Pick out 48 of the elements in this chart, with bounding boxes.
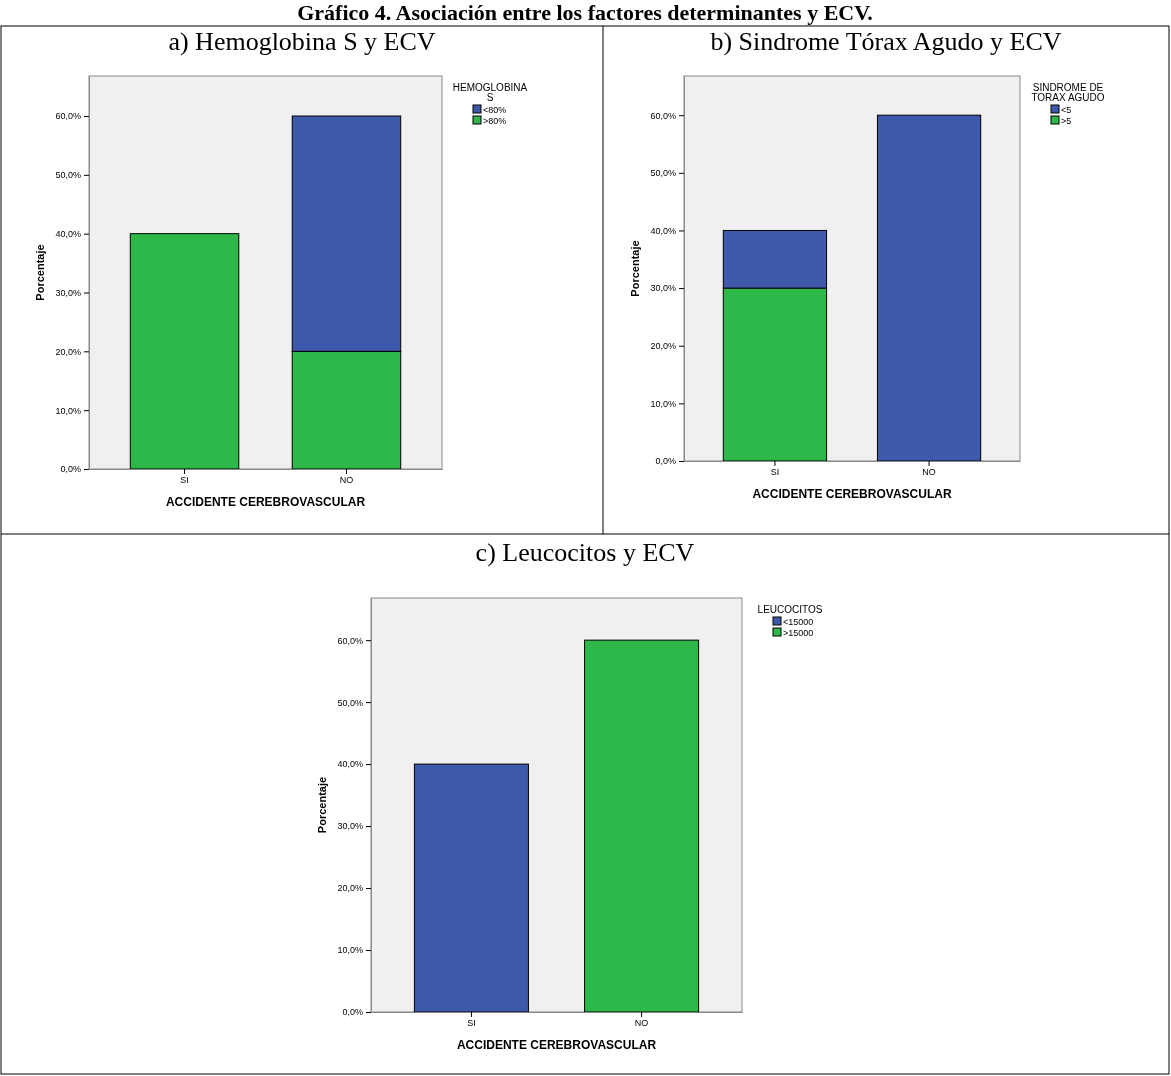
y-tick-label: 40,0% bbox=[55, 229, 81, 240]
y-tick-label: 60,0% bbox=[55, 111, 81, 122]
chart-title: a) Hemoglobina S y ECV bbox=[168, 27, 436, 56]
y-tick-label: 10,0% bbox=[650, 398, 676, 409]
bar bbox=[876, 114, 982, 462]
y-tick-label: 20,0% bbox=[337, 883, 363, 894]
y-tick-label: 60,0% bbox=[650, 110, 676, 121]
x-tick-label: SI bbox=[467, 1018, 476, 1029]
y-axis-title: Porcentaje bbox=[316, 776, 328, 834]
y-tick-label: 0,0% bbox=[60, 464, 81, 475]
y-tick-label: 40,0% bbox=[337, 759, 363, 770]
legend-label: >15000 bbox=[783, 628, 814, 638]
x-tick-label: SI bbox=[180, 475, 189, 486]
y-tick-label: 20,0% bbox=[55, 346, 81, 357]
y-tick-label: 50,0% bbox=[650, 168, 676, 179]
chart-title: c) Leucocitos y ECV bbox=[475, 538, 695, 567]
y-tick-label: 0,0% bbox=[342, 1007, 363, 1018]
x-tick-label: NO bbox=[634, 1018, 649, 1029]
x-axis-title: ACCIDENTE CEREBROVASCULAR bbox=[456, 1038, 657, 1052]
y-tick-label: 10,0% bbox=[337, 945, 363, 956]
text: Gráfico 4. Asociación entre los factores determinantes y ECV. bbox=[297, 0, 873, 25]
y-tick-label: 30,0% bbox=[337, 821, 363, 832]
chart-title: b) Sindrome Tórax Agudo y ECV bbox=[710, 27, 1062, 56]
bar bbox=[129, 233, 240, 470]
y-tick-label: 10,0% bbox=[55, 405, 81, 416]
y-axis-title: Porcentaje bbox=[34, 244, 46, 301]
legend-title: SINDROME DE TORAX AGUDO bbox=[1031, 82, 1105, 103]
legend-label: <80% bbox=[483, 105, 507, 115]
legend-label: <15000 bbox=[783, 617, 814, 627]
x-axis-title: ACCIDENTE CEREBROVASCULAR bbox=[165, 495, 366, 509]
y-tick-label: 30,0% bbox=[650, 283, 676, 294]
legend-title: HEMOGLOBINA S bbox=[452, 82, 528, 103]
y-tick-label: 0,0% bbox=[655, 456, 676, 467]
y-axis-title: Porcentaje bbox=[629, 240, 641, 297]
y-tick-label: 40,0% bbox=[650, 225, 676, 236]
legend-label: >80% bbox=[483, 116, 507, 126]
y-tick-label: 20,0% bbox=[650, 341, 676, 352]
legend-label: <5 bbox=[1061, 105, 1072, 115]
x-axis-title: ACCIDENTE CEREBROVASCULAR bbox=[752, 487, 952, 501]
legend-title: LEUCOCITOS bbox=[757, 604, 823, 615]
x-tick-label: NO bbox=[922, 467, 936, 478]
y-tick-label: 50,0% bbox=[55, 170, 81, 181]
y-tick-label: 60,0% bbox=[337, 635, 363, 646]
y-tick-label: 30,0% bbox=[55, 287, 81, 298]
x-tick-label: NO bbox=[339, 475, 354, 486]
legend-label: >5 bbox=[1061, 116, 1072, 126]
y-tick-label: 50,0% bbox=[337, 697, 363, 708]
x-tick-label: SI bbox=[770, 467, 780, 478]
